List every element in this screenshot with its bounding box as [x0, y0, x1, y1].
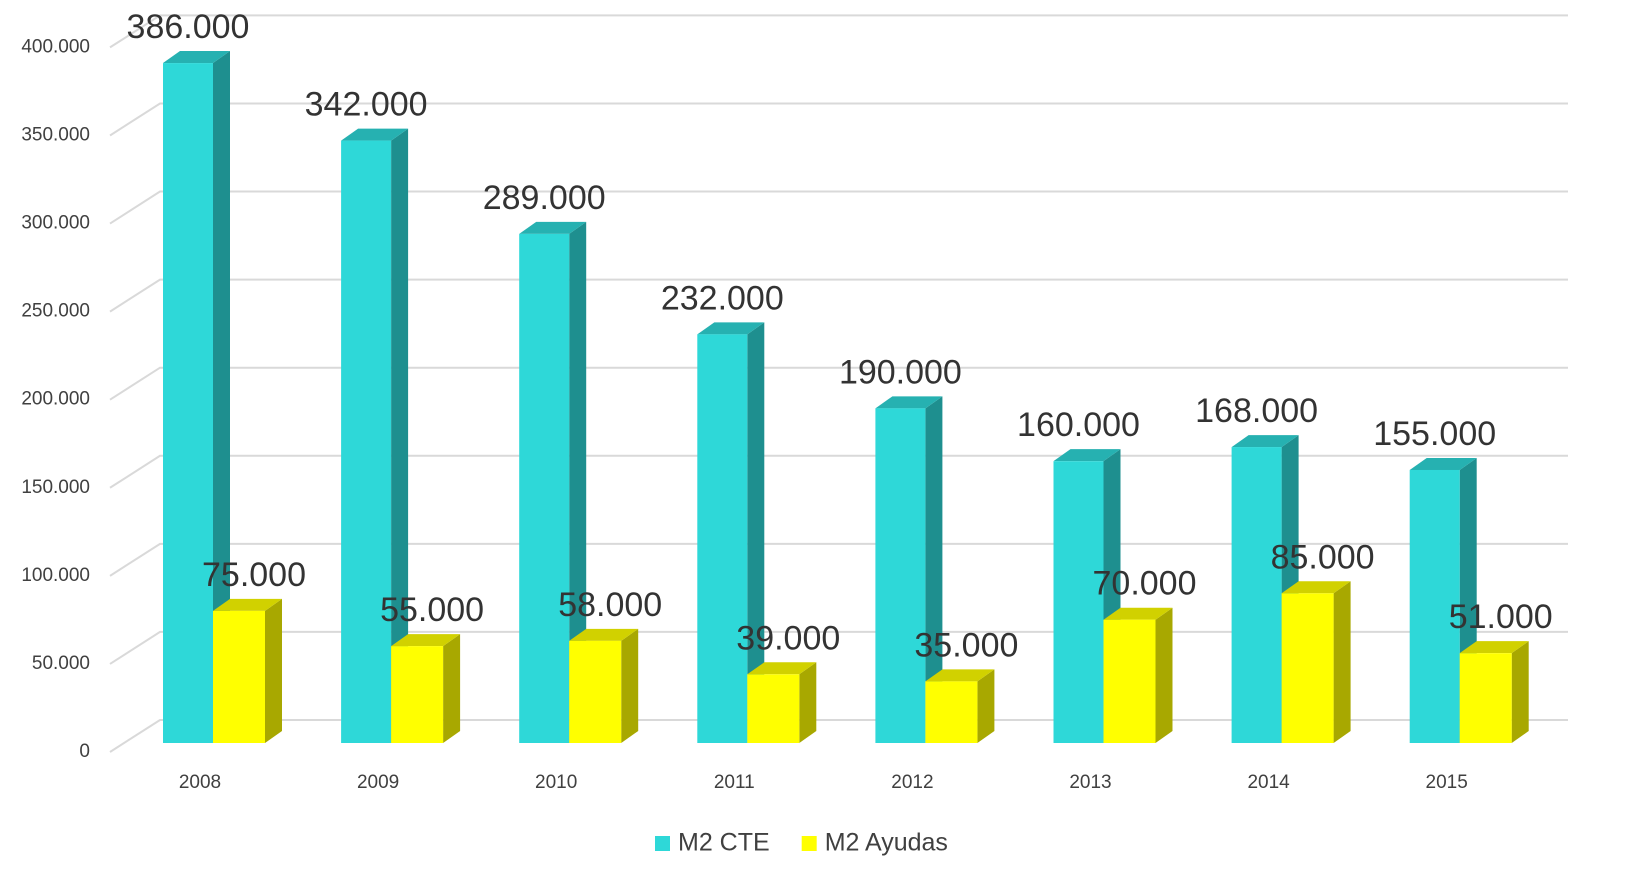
y-tick-label: 150.000: [21, 477, 90, 498]
y-tick-label: 400.000: [21, 36, 90, 57]
grid-line: [109, 102, 1568, 137]
bar: [697, 334, 748, 743]
value-label: 342.000: [305, 86, 428, 124]
value-label: 39.000: [736, 619, 840, 657]
y-tick-label: 250.000: [21, 301, 90, 322]
x-tick-label: 2010: [535, 772, 577, 793]
bar: [1103, 619, 1156, 743]
bar-top: [1409, 457, 1477, 470]
bar-side: [443, 634, 461, 743]
bar-side: [1333, 581, 1351, 743]
value-label: 232.000: [661, 279, 784, 317]
bar-top: [697, 322, 765, 335]
bar-side: [621, 628, 639, 743]
bar-top: [391, 634, 461, 647]
bar: [163, 63, 213, 744]
bar-top: [1231, 435, 1299, 448]
y-tick-label: 50.000: [32, 653, 90, 674]
x-tick-label: 2011: [714, 772, 755, 793]
bar-top: [925, 669, 995, 682]
grid-line: [109, 278, 1568, 313]
bar-side: [747, 322, 765, 743]
bar: [1231, 447, 1282, 743]
bar-side: [1155, 607, 1173, 743]
bar-top: [1053, 449, 1121, 462]
value-label: 155.000: [1373, 415, 1496, 453]
bar: [747, 674, 800, 743]
value-label: 55.000: [380, 591, 484, 629]
bar-top: [1281, 581, 1351, 594]
y-tick-label: 100.000: [21, 565, 90, 586]
legend-label: M2 CTE: [678, 829, 770, 857]
value-label: 289.000: [483, 179, 606, 217]
bar-side: [925, 396, 943, 743]
bar-top: [1103, 607, 1173, 620]
bar-top: [341, 128, 409, 141]
value-label: 168.000: [1195, 392, 1318, 430]
x-tick-label: 2013: [1069, 772, 1111, 793]
y-tick-label: 200.000: [21, 389, 90, 410]
value-label: 35.000: [914, 626, 1018, 664]
value-label: 386.000: [127, 8, 250, 46]
bar-top: [747, 662, 817, 675]
bar: [213, 610, 265, 743]
x-tick-label: 2008: [179, 772, 221, 793]
bar: [391, 646, 444, 743]
value-label: 85.000: [1271, 538, 1375, 576]
bar: [1281, 593, 1334, 743]
grid-line: [109, 454, 1568, 489]
bar: [1053, 461, 1104, 743]
bar-side: [265, 598, 282, 743]
bar-top: [163, 51, 230, 64]
legend-label: M2 Ayudas: [825, 829, 948, 857]
x-tick-label: 2012: [891, 772, 933, 793]
value-label: 58.000: [558, 586, 662, 624]
y-tick-label: 300.000: [21, 213, 90, 234]
value-label: 75.000: [202, 556, 306, 594]
bar-top: [875, 396, 943, 409]
value-label: 70.000: [1093, 565, 1197, 603]
bar-side: [799, 662, 817, 743]
grid-line: [109, 366, 1568, 401]
bar: [875, 408, 926, 743]
bar-side: [213, 51, 230, 744]
bar: [569, 640, 622, 743]
bar-top: [1459, 641, 1529, 654]
bar: [925, 681, 978, 743]
y-tick-label: 350.000: [21, 124, 90, 145]
bar-top: [519, 221, 587, 234]
bar-side: [569, 221, 587, 743]
legend-swatch: [655, 836, 670, 851]
value-label: 51.000: [1449, 598, 1553, 636]
grid-line: [109, 190, 1568, 225]
bar-side: [977, 669, 995, 743]
bar-side: [391, 128, 409, 743]
bar: [1459, 653, 1512, 743]
x-tick-label: 2015: [1426, 772, 1468, 793]
grid-line: [109, 14, 1568, 49]
bar-top: [213, 598, 282, 611]
value-label: 190.000: [839, 353, 962, 391]
bar: [341, 140, 392, 743]
bar: [519, 233, 570, 743]
y-tick-label: 0: [79, 741, 90, 762]
bar-top: [569, 628, 639, 641]
legend-swatch: [801, 836, 817, 851]
bar: [1409, 469, 1460, 743]
x-tick-label: 2009: [357, 772, 399, 793]
x-tick-label: 2014: [1247, 772, 1290, 793]
bar-side: [1511, 641, 1529, 743]
value-label: 160.000: [1017, 406, 1140, 444]
